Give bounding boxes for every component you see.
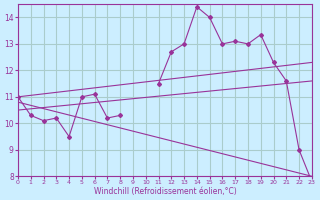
X-axis label: Windchill (Refroidissement éolien,°C): Windchill (Refroidissement éolien,°C) [93, 187, 236, 196]
